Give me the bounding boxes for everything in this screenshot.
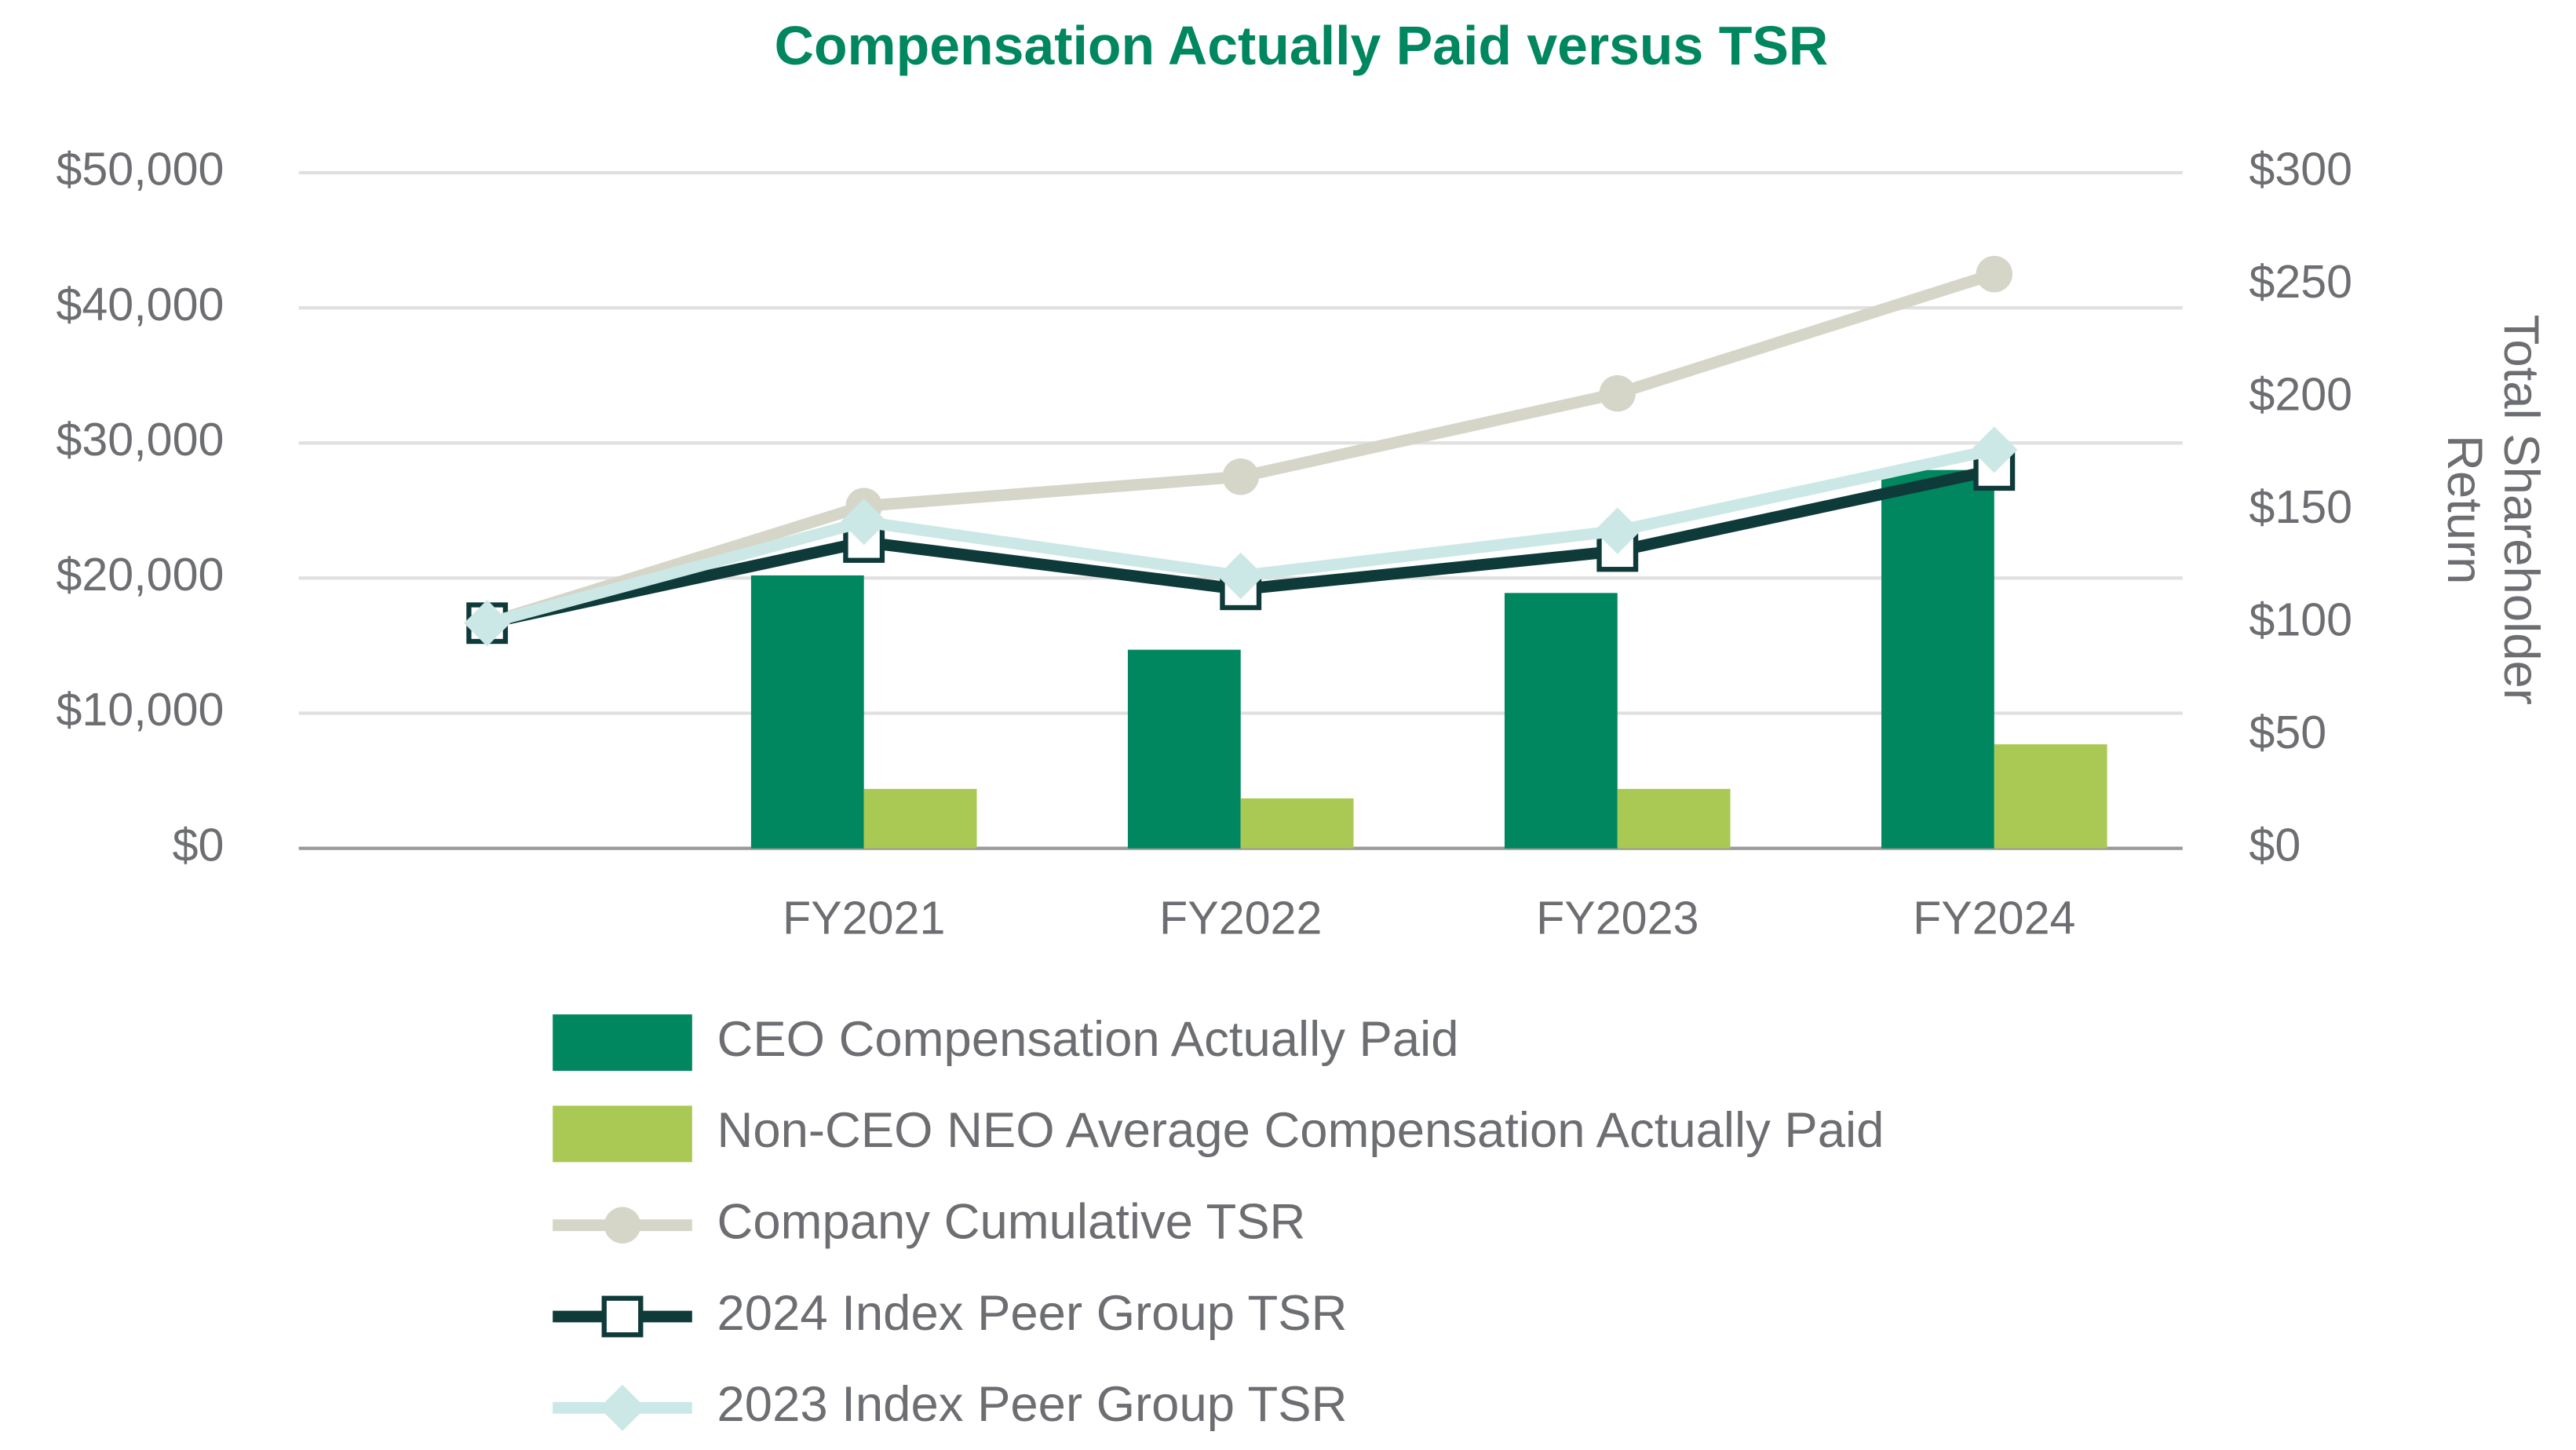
x-tick-label: FY2022 xyxy=(1159,891,1322,944)
y-tick-label: $20,000 xyxy=(56,548,224,601)
line-marker xyxy=(1217,552,1264,600)
legend-label: Non-CEO NEO Average Compensation Actuall… xyxy=(717,1103,1885,1158)
chart-title: Compensation Actually Paid versus TSR xyxy=(775,15,1829,76)
y-tick-label: $10,000 xyxy=(56,683,224,736)
bar xyxy=(750,575,864,849)
y-tick-label: $30,000 xyxy=(56,413,224,466)
y2-tick-label: $0 xyxy=(2249,818,2301,871)
legend-marker xyxy=(601,1295,644,1338)
bar xyxy=(1504,593,1618,849)
line-marker xyxy=(1222,458,1259,495)
y2-tick-label: $50 xyxy=(2249,706,2326,758)
x-tick-label: FY2021 xyxy=(783,891,945,944)
line-marker xyxy=(1594,507,1641,554)
bar xyxy=(863,788,977,849)
legend-label: 2023 Index Peer Group TSR xyxy=(717,1377,1348,1432)
bar xyxy=(1881,469,1994,849)
line-marker xyxy=(1971,426,2018,473)
x-tick-label: FY2023 xyxy=(1536,891,1698,944)
legend-swatch xyxy=(553,1105,692,1163)
y-tick-label: $0 xyxy=(173,818,224,871)
legend-swatch xyxy=(553,1014,692,1072)
legend-marker xyxy=(604,1207,641,1244)
bar xyxy=(1994,744,2107,849)
line-marker xyxy=(841,499,888,546)
y2-axis-label: Total ShareholderReturn xyxy=(2437,315,2549,705)
line-marker xyxy=(1599,374,1636,412)
bar xyxy=(1617,788,1731,849)
legend-label: CEO Compensation Actually Paid xyxy=(717,1012,1459,1067)
line-marker xyxy=(464,600,511,647)
y2-tick-label: $250 xyxy=(2249,255,2352,308)
line-marker xyxy=(1976,255,2013,293)
x-tick-label: FY2024 xyxy=(1913,891,2075,944)
y2-tick-label: $200 xyxy=(2249,368,2352,421)
bar xyxy=(1127,649,1241,849)
legend-label: Company Cumulative TSR xyxy=(717,1194,1306,1249)
y2-tick-label: $300 xyxy=(2249,143,2352,195)
bar xyxy=(1240,798,1354,849)
legend-marker xyxy=(599,1384,646,1431)
y-tick-label: $50,000 xyxy=(56,143,224,195)
y-tick-label: $40,000 xyxy=(56,278,224,331)
legend-label: 2024 Index Peer Group TSR xyxy=(717,1286,1348,1341)
y2-tick-label: $100 xyxy=(2249,593,2352,645)
y2-tick-label: $150 xyxy=(2249,480,2352,533)
